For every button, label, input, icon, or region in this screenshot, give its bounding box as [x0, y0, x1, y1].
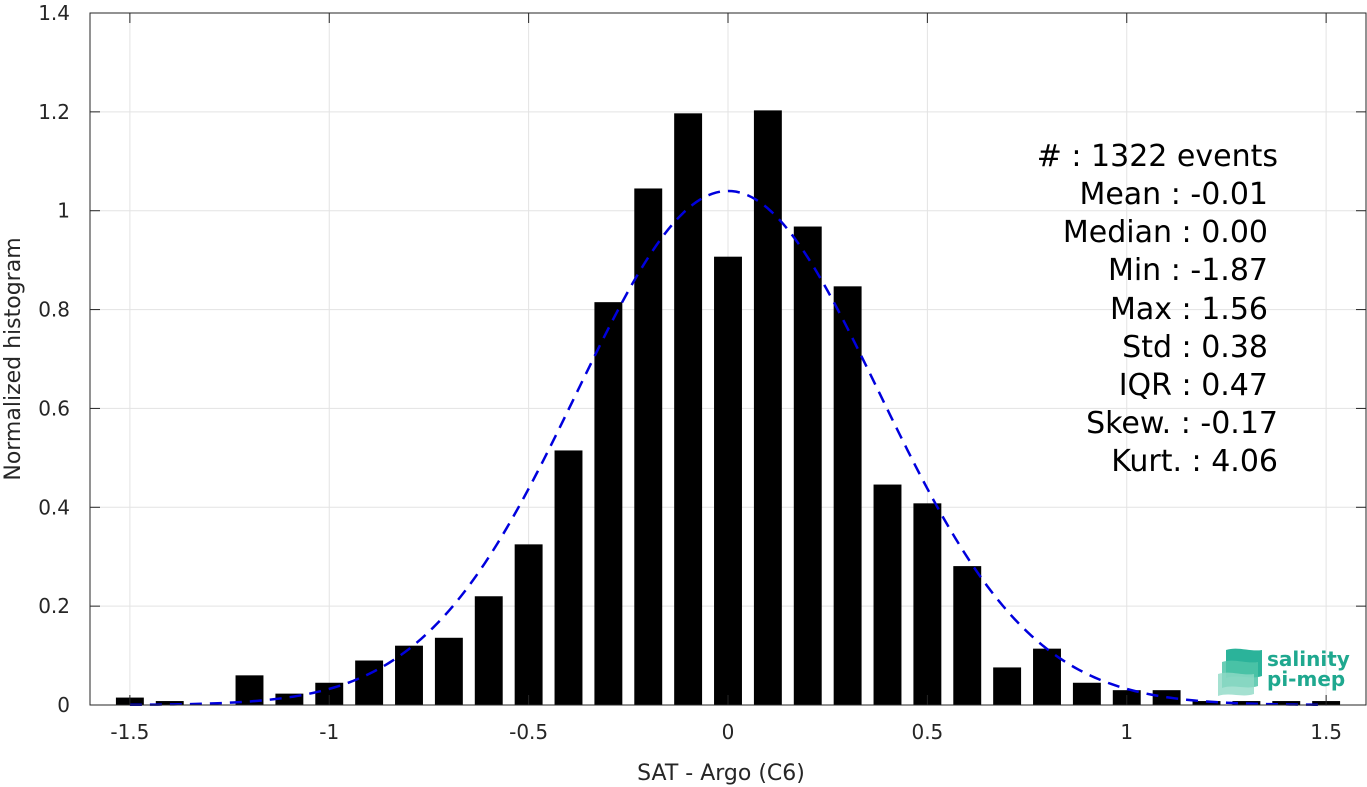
x-tick-label: 0	[722, 720, 735, 744]
histogram-bar	[395, 645, 423, 705]
grid-lines	[90, 12, 1366, 706]
x-tick-label: 0.5	[911, 720, 943, 744]
histogram-bar	[993, 667, 1022, 705]
histogram-bar	[913, 503, 942, 705]
logo-line1: salinity	[1267, 647, 1350, 671]
stat-count: # : 1322 events	[1037, 139, 1278, 174]
y-axis-ticks: 0 0.2 0.4 0.6 0.8 1 1.2 1.4	[38, 1, 1366, 717]
stats-box: # : 1322 events Mean : -0.01 Median : 0.…	[1037, 139, 1278, 479]
salinity-pi-mep-logo: salinity pi-mep	[1218, 647, 1350, 696]
histogram-bar	[634, 188, 663, 705]
x-tick-label: 1	[1120, 720, 1133, 744]
histogram-bar	[674, 113, 703, 706]
histogram-bar	[714, 256, 742, 705]
stat-kurt: Kurt. : 4.06	[1111, 444, 1278, 479]
histogram-bar	[1192, 701, 1221, 705]
histogram-bar	[833, 286, 862, 705]
histogram-bar	[554, 450, 583, 705]
histogram-bar	[355, 660, 384, 705]
x-axis-label: SAT - Argo (C6)	[637, 761, 805, 786]
histogram-bar	[1272, 701, 1301, 705]
stat-skew: Skew. : -0.17	[1086, 406, 1278, 441]
stat-iqr: IQR : 0.47	[1119, 368, 1268, 403]
stat-mean: Mean : -0.01	[1079, 177, 1268, 212]
y-tick-label: 0.4	[38, 495, 70, 519]
y-tick-label: 1.2	[38, 100, 70, 124]
y-tick-label: 0.6	[38, 396, 70, 420]
histogram-bar	[275, 693, 304, 705]
histogram-bar	[793, 226, 822, 705]
y-tick-label: 0.2	[38, 594, 70, 618]
x-tick-label: 1.5	[1310, 720, 1342, 744]
stat-std: Std : 0.38	[1122, 330, 1268, 365]
x-tick-label: -0.5	[509, 720, 548, 744]
x-tick-label: -1.5	[110, 720, 149, 744]
y-tick-label: 1.4	[38, 1, 70, 25]
histogram-bar	[953, 566, 982, 705]
histogram-bar	[1033, 648, 1061, 705]
histogram-bar	[514, 544, 543, 705]
wave-icon	[1218, 648, 1262, 696]
stat-max: Max : 1.56	[1110, 292, 1268, 327]
y-axis-label: Normalized histogram	[1, 237, 26, 480]
histogram-bar	[315, 682, 344, 705]
stat-median: Median : 0.00	[1063, 215, 1268, 250]
x-axis-ticks: -1.5 -1 -0.5 0 0.5 1 1.5	[110, 13, 1342, 744]
histogram-bar	[155, 701, 184, 705]
histogram-bar	[434, 637, 463, 705]
y-tick-label: 0.8	[38, 298, 70, 322]
histogram-bar	[873, 484, 902, 705]
stat-min: Min : -1.87	[1108, 253, 1268, 288]
gaussian-fit-line	[129, 189, 1327, 707]
histogram-bar	[594, 302, 623, 705]
y-tick-label: 1	[57, 199, 70, 223]
x-tick-label: -1	[319, 720, 339, 744]
y-tick-label: 0	[57, 693, 70, 717]
histogram-bar	[1072, 682, 1101, 705]
histogram-bars	[115, 110, 1341, 706]
histogram-bar	[474, 596, 503, 705]
logo-line2: pi-mep	[1267, 667, 1345, 691]
